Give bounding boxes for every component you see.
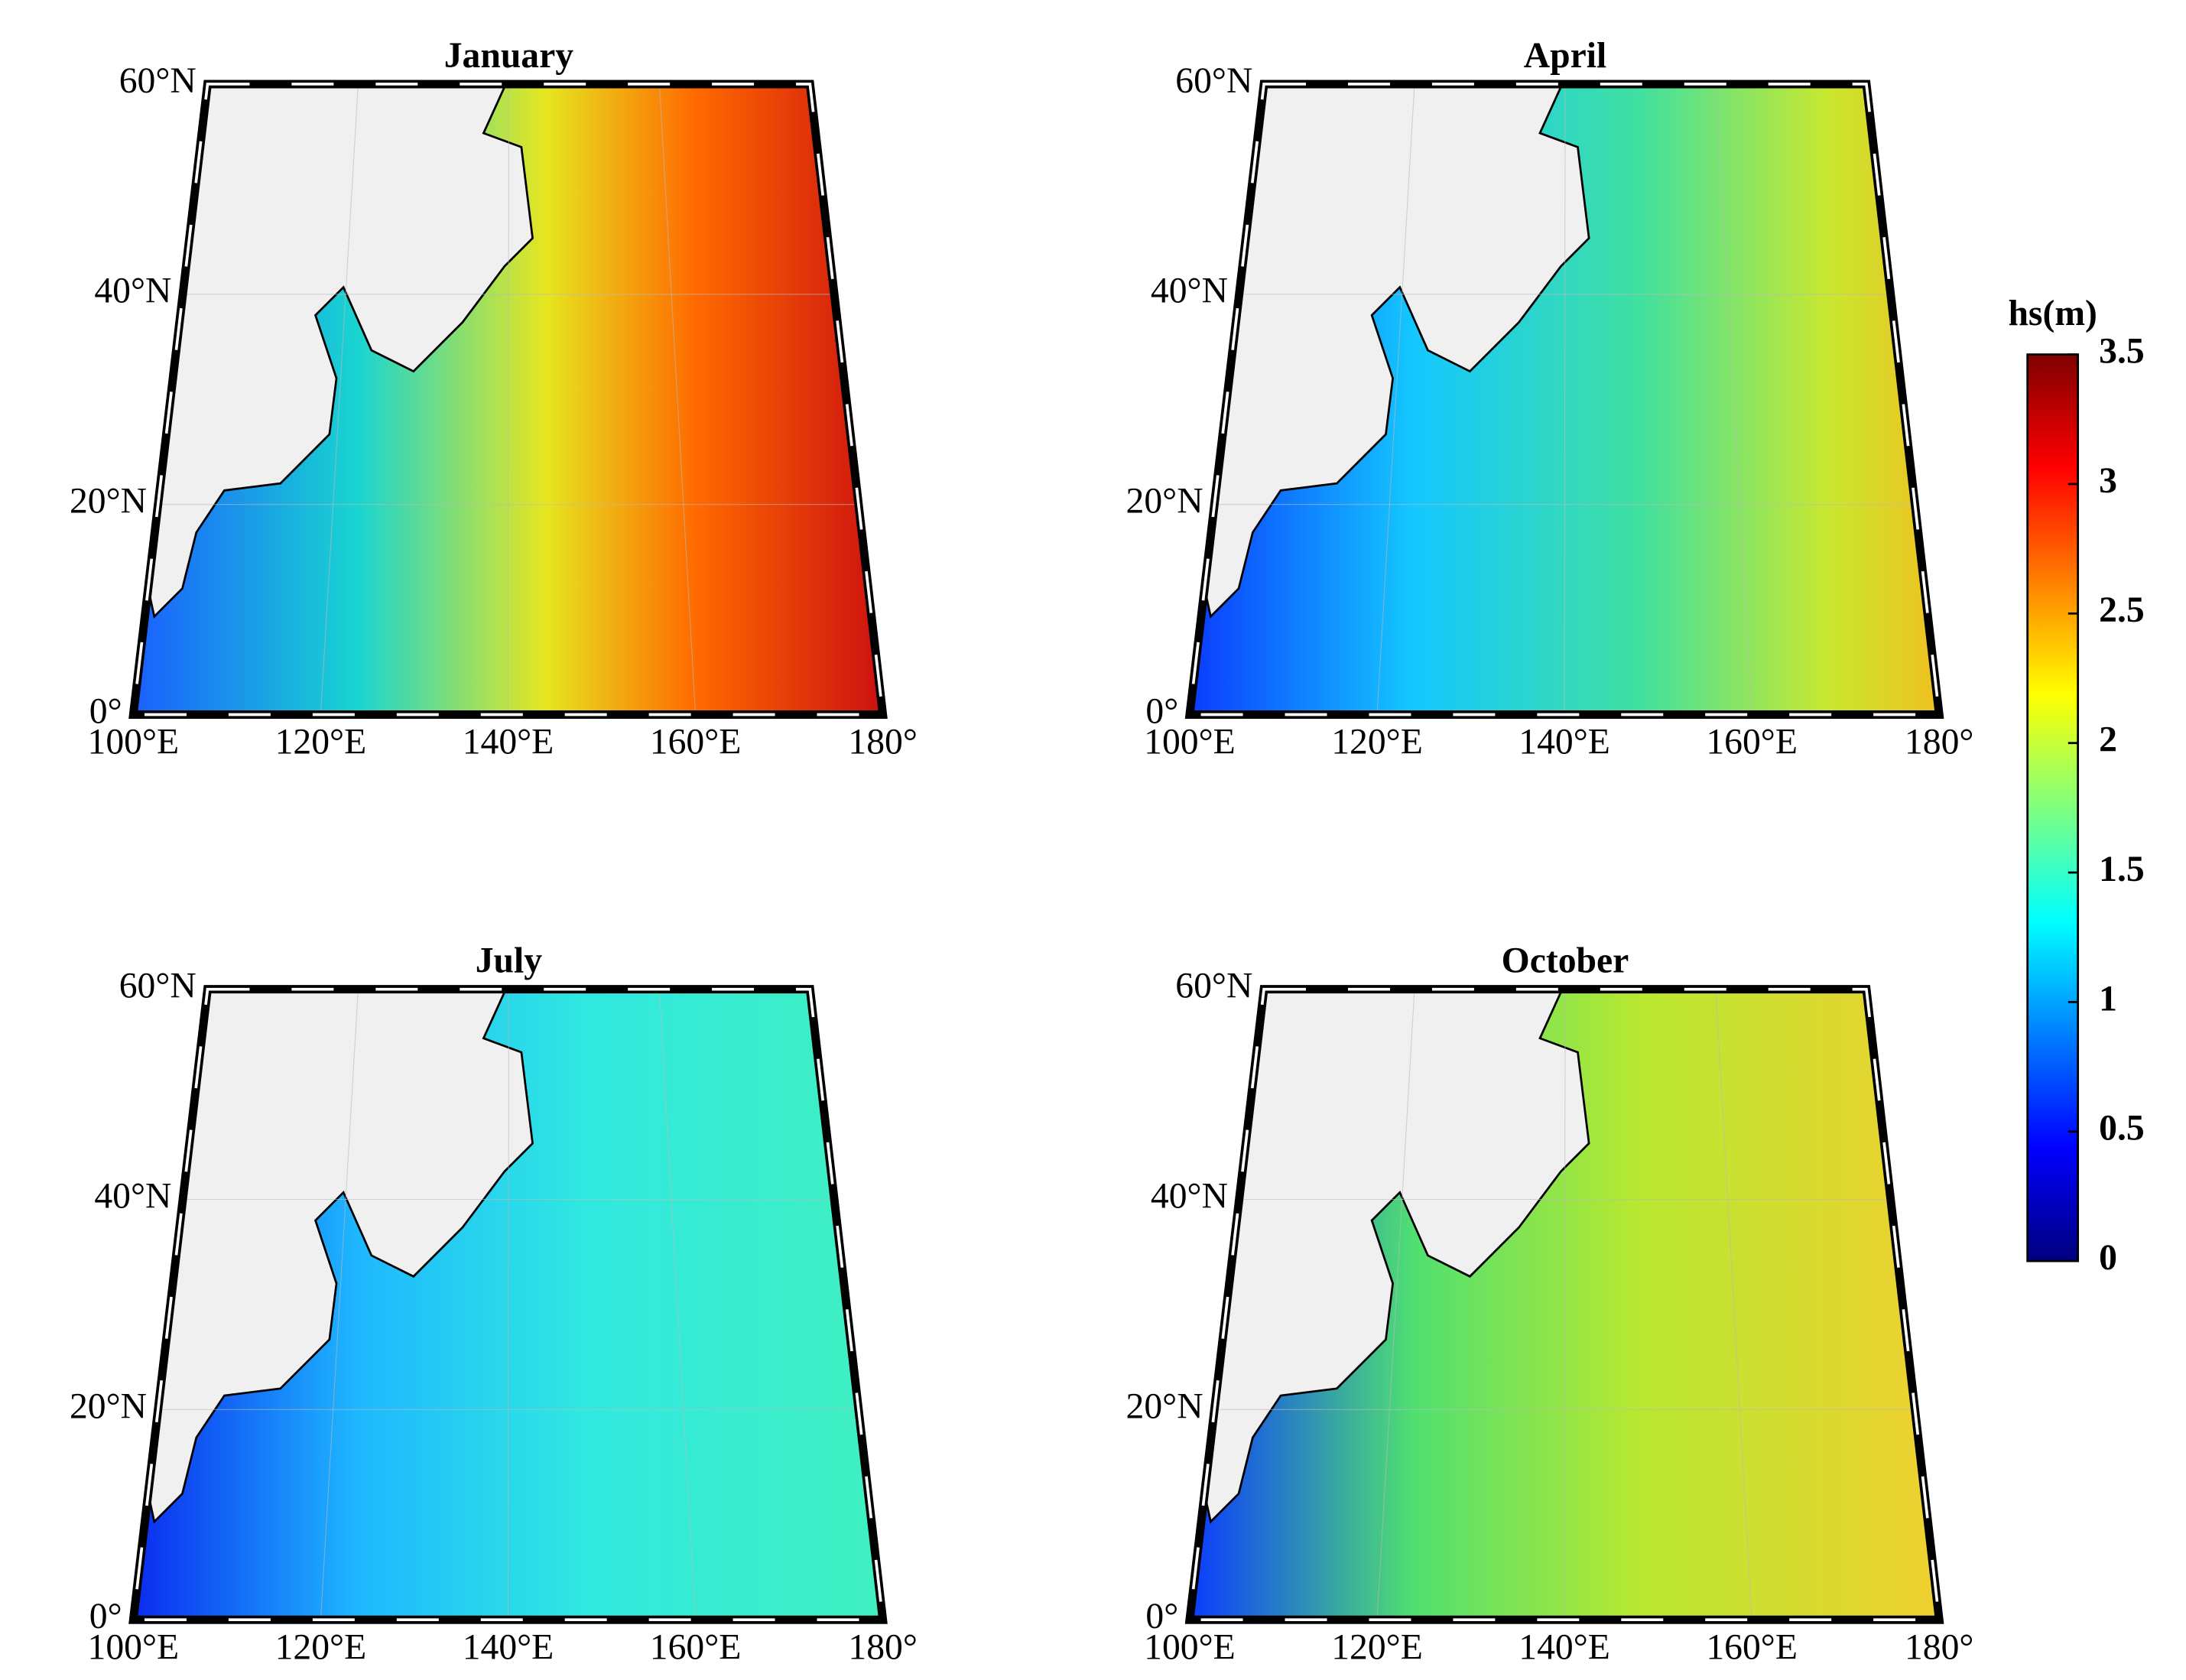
lat-tick-label: 0° [89, 1597, 122, 1636]
panel-title: January [444, 36, 574, 76]
map-frame-inner [132, 987, 885, 1622]
lon-tick-label: 140°E [463, 1627, 554, 1667]
lon-tick-label: 100°E [88, 723, 180, 762]
lat-tick-label: 20°N [1126, 1386, 1203, 1426]
lon-tick-label: 140°E [463, 723, 554, 762]
land [1203, 83, 1590, 619]
lon-tick-label: 100°E [88, 1627, 180, 1667]
lon-tick-label: 160°E [1706, 1627, 1798, 1667]
graticule [1376, 989, 1415, 1620]
colorbar [2026, 353, 2080, 1262]
map-frame-inner [132, 83, 885, 717]
lon-tick-label: 120°E [1331, 1627, 1423, 1667]
lon-tick-label: 180° [1905, 723, 1973, 762]
panel-title: April [1524, 36, 1606, 76]
map-frame-inner [1187, 83, 1941, 717]
map-panel: 0° 20°N 40°N 60°N 100°E 120°E 140°E 160°E 180° Ju… [70, 941, 918, 1668]
lon-tick-label: 180° [848, 723, 917, 762]
colorbar-tick-label: 3 [2099, 461, 2117, 501]
lat-tick-label: 20°N [70, 1386, 147, 1426]
graticule [658, 83, 697, 715]
map-panel: 0° 20°N 40°N 60°N 100°E 120°E 140°E 160°E 180° Oc… [1126, 941, 1974, 1668]
lat-tick-label: 40°N [1151, 1176, 1228, 1216]
graticule [1564, 83, 1566, 715]
lat-tick-label: 40°N [94, 1176, 171, 1216]
lat-tick-label: 0° [1145, 1597, 1178, 1636]
lon-tick-label: 100°E [1144, 723, 1236, 762]
map-frame-inner [1187, 987, 1941, 1622]
colorbar-tick-label: 1.5 [2099, 850, 2145, 889]
lat-tick-label: 60°N [1175, 967, 1252, 1006]
graticule [320, 989, 359, 1620]
lon-tick-label: 180° [848, 1627, 917, 1667]
colorbar-tick-label: 0 [2099, 1238, 2117, 1278]
lon-tick-label: 100°E [1144, 1627, 1236, 1667]
lat-tick-label: 20°N [1126, 482, 1203, 522]
lat-tick-label: 40°N [94, 271, 171, 311]
colorbar-tick-label: 2.5 [2099, 590, 2145, 630]
graticule [320, 83, 359, 715]
land [1203, 988, 1590, 1524]
colorbar-tick-label: 1 [2099, 979, 2117, 1019]
colorbar-label: hs(m) [2008, 294, 2097, 333]
lat-tick-label: 60°N [1175, 61, 1252, 101]
colorbar-tick-label: 0.5 [2099, 1109, 2145, 1149]
lat-tick-label: 60°N [119, 61, 197, 101]
colorbar-tick-label: 2 [2099, 720, 2117, 760]
lon-tick-label: 120°E [1331, 723, 1423, 762]
panel-title: July [476, 941, 543, 981]
land [147, 988, 534, 1524]
colorbar-tick-label: 3.5 [2099, 332, 2145, 372]
lon-tick-label: 160°E [1706, 723, 1798, 762]
map-panel: 0° 20°N 40°N 60°N 100°E 120°E 140°E 160°E 180° Ja… [70, 36, 918, 762]
lon-tick-label: 180° [1905, 1627, 1973, 1667]
lat-tick-label: 0° [89, 691, 122, 731]
lat-tick-label: 0° [1145, 691, 1178, 731]
lon-tick-label: 120°E [275, 1627, 367, 1667]
graticule [658, 989, 697, 1620]
graticule [1376, 83, 1415, 715]
lon-tick-label: 140°E [1519, 723, 1610, 762]
lon-tick-label: 160°E [650, 1627, 742, 1667]
lon-tick-label: 120°E [275, 723, 367, 762]
graticule [1715, 83, 1752, 715]
map-panel: 0° 20°N 40°N 60°N 100°E 120°E 140°E 160°E 180° Ap… [1126, 36, 1974, 762]
lon-tick-label: 140°E [1519, 1627, 1610, 1667]
lon-tick-label: 160°E [650, 723, 742, 762]
graticule [1715, 989, 1752, 1620]
land [147, 83, 534, 619]
panel-title: October [1502, 941, 1629, 981]
lat-tick-label: 20°N [70, 482, 147, 522]
graticule [1564, 989, 1566, 1620]
lat-tick-label: 60°N [119, 967, 197, 1006]
lat-tick-label: 40°N [1151, 271, 1228, 311]
